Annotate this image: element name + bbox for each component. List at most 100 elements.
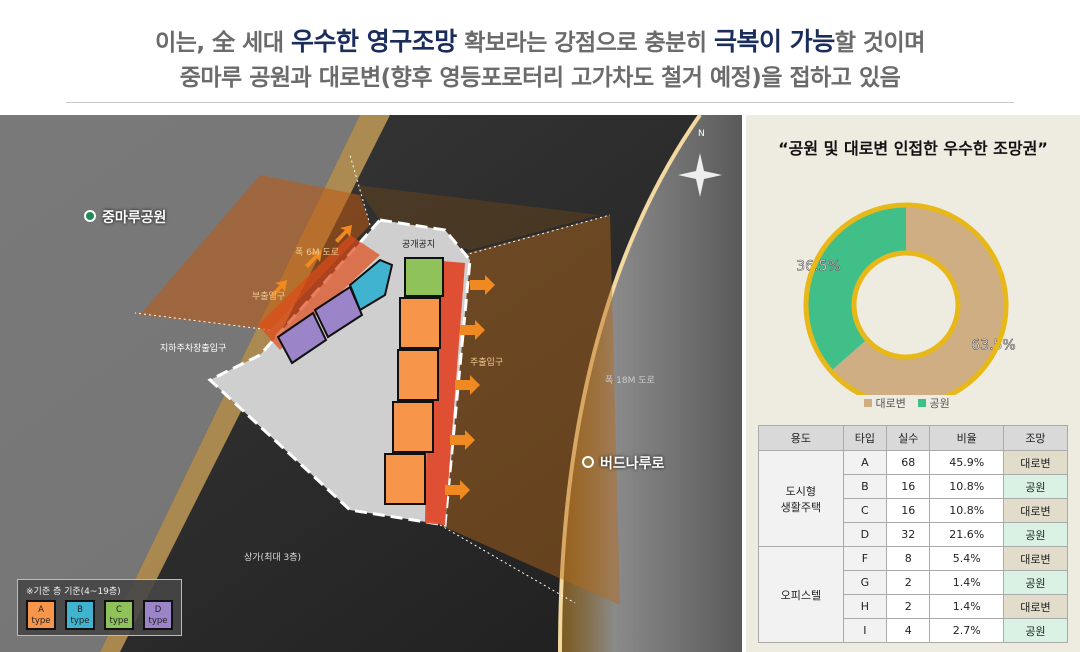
north-label: N (698, 129, 705, 139)
column-header: 타입 (842, 425, 888, 451)
table-cell: 공원 (1002, 618, 1069, 643)
table-cell: I (842, 618, 888, 643)
column-header: 조망 (1002, 425, 1069, 451)
panel-title: “공원 및 대로변 인접한 우수한 조망권” (778, 139, 1048, 158)
view-panel: “공원 및 대로변 인접한 우수한 조망권” 63.5% 36.5% 대로변 공원… (746, 115, 1080, 652)
table-cell: 4 (886, 618, 931, 643)
legend-park: 공원 (918, 395, 950, 411)
divider (66, 102, 1014, 103)
road-label: 버드나루로 (582, 453, 664, 473)
legend-type-label: C (116, 605, 122, 615)
column-header: 용도 (758, 425, 844, 451)
table-cell: B (842, 474, 888, 499)
table-row: G 2 1.4% 공원 (759, 570, 1069, 595)
column-header: 실수 (886, 425, 931, 451)
headline-segment: 우수한 영구조망 (291, 27, 457, 56)
table-cell: 대로변 (1002, 498, 1069, 523)
legend-type-sub: type (148, 616, 168, 626)
table-row: B 16 10.8% 공원 (759, 474, 1069, 499)
table-cell: 2.7% (929, 618, 1004, 643)
table-cell: 10.8% (929, 474, 1004, 499)
table-cell: 45.9% (929, 450, 1004, 475)
arrows (270, 225, 495, 500)
headline-line-1: 이는, 全 세대 우수한 영구조망 확보라는 강점으로 충분히 극복이 가능할 … (0, 22, 1080, 58)
legend-road: 대로변 (864, 395, 906, 411)
table-cell: D (842, 522, 888, 547)
donut-label: 36.5% (796, 258, 840, 274)
table-cell: 1.4% (929, 570, 1004, 595)
donut-chart: 63.5% 36.5% (796, 202, 1016, 395)
table-cell: 21.6% (929, 522, 1004, 547)
view-cone-west (140, 175, 370, 330)
table-cell: 대로변 (1002, 450, 1069, 475)
table-cell: 32 (886, 522, 931, 547)
unit-table: 용도 타입 실수 비율 조망 도시형 생활주택 A 68 45.9% 대로변 B 16 10.8% 공원 C… (758, 425, 1069, 643)
table-cell: 5.4% (929, 546, 1004, 571)
table-cell: 대로변 (1002, 546, 1069, 571)
park-label: 중마루공원 (84, 207, 166, 227)
unit-a1 (399, 297, 441, 349)
table-row: 오피스텔 F 8 5.4% 대로변 (758, 546, 1069, 643)
unit-a3 (392, 401, 434, 453)
table-cell: A (842, 450, 888, 475)
table-cell: 10.8% (929, 498, 1004, 523)
legend-title: ※기준 층 기준(4~19층) (26, 587, 121, 597)
parking-entrance-label: 지하주차장출입구 (160, 344, 227, 354)
table-cell: 16 (886, 498, 931, 523)
table-cell: H (842, 594, 888, 619)
table-row: D 32 21.6% 공원 (759, 522, 1069, 547)
table-cell: 68 (886, 450, 931, 475)
table-cell: 2 (886, 570, 931, 595)
main-entrance-label: 주출입구 (470, 358, 504, 368)
table-cell: 1.4% (929, 594, 1004, 619)
headline-segment: 할 것이며 (834, 30, 926, 56)
table-cell: 16 (886, 474, 931, 499)
donut-label: 63.5% (971, 338, 1015, 354)
use-cell: 도시형 생활주택 (758, 450, 844, 547)
legend-type-sub: type (109, 616, 129, 626)
legend-type-label: B (77, 605, 83, 615)
unit-c (404, 257, 444, 297)
open-space-label: 공개공지 (402, 240, 436, 250)
table-row: H 2 1.4% 대로변 (759, 594, 1069, 619)
legend-type-label: A (38, 605, 44, 615)
table-cell: 8 (886, 546, 931, 571)
unit-d2 (276, 311, 328, 365)
table-row: 도시형 생활주택 A 68 45.9% 대로변 (758, 450, 1069, 547)
road-18m-label: 폭 18M 도로 (605, 376, 655, 386)
table-cell: 공원 (1002, 522, 1069, 547)
legend-type-sub: type (31, 616, 51, 626)
headline-segment: 확보라는 강점으로 충분히 (456, 30, 715, 56)
map-graphic (0, 115, 742, 652)
table-cell: F (842, 546, 888, 571)
table-cell: G (842, 570, 888, 595)
table-cell: C (842, 498, 888, 523)
header: 이는, 全 세대 우수한 영구조망 확보라는 강점으로 충분히 극복이 가능할 … (0, 0, 1080, 115)
table-cell: 공원 (1002, 570, 1069, 595)
table-cell: 대로변 (1002, 594, 1069, 619)
donut-outer-ring (803, 202, 1009, 395)
table-cell: 2 (886, 594, 931, 619)
compass-icon (678, 153, 722, 197)
donut-inner-ring (851, 250, 961, 360)
use-cell: 오피스텔 (758, 546, 844, 643)
headline-segment: 이는, 全 세대 (155, 30, 291, 56)
sub-entrance-label: 부출입구 (252, 292, 286, 302)
site-map: 중마루공원 버드나루로 N 폭 6M 도로 폭 18M 도로 부출입구 주출입구… (0, 115, 742, 652)
road-6m-label: 폭 6M 도로 (295, 248, 340, 258)
table-cell: 공원 (1002, 474, 1069, 499)
unit-a2 (397, 349, 439, 401)
view-cone-north (355, 185, 600, 250)
unit-a4 (384, 453, 426, 505)
map-pin-icon (84, 210, 96, 222)
road-18m (560, 115, 742, 652)
headline-line-2: 중마루 공원과 대로변(향후 영등포로터리 고가차도 철거 예정)을 접하고 있… (179, 65, 901, 91)
table-row: I 4 2.7% 공원 (759, 618, 1069, 643)
map-pin-icon (582, 456, 594, 468)
headline-segment: 극복이 가능 (714, 27, 835, 56)
view-cone-east (440, 215, 620, 605)
